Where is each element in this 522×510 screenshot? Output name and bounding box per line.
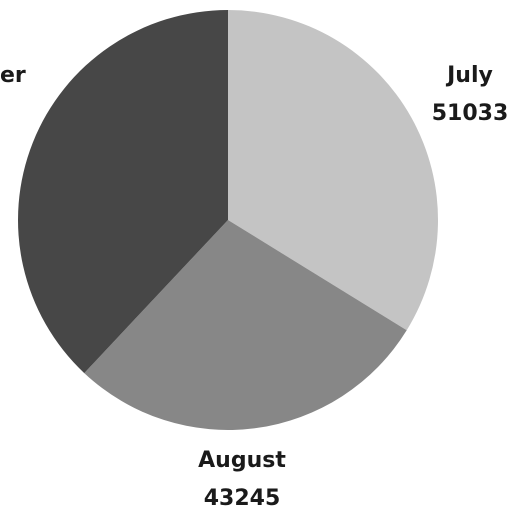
pie-slice-er [18,10,228,374]
slice-label-august-name: August [198,448,286,473]
slice-label-august-value: 43245 [204,486,281,510]
pie-slice-august [84,220,407,430]
slice-label-july-name: July [445,63,493,88]
slice-label-third-name: er [0,63,26,88]
pie-slice-july [228,10,439,331]
slice-label-july-value: 51033 [432,101,509,126]
pie-slices [18,10,439,430]
